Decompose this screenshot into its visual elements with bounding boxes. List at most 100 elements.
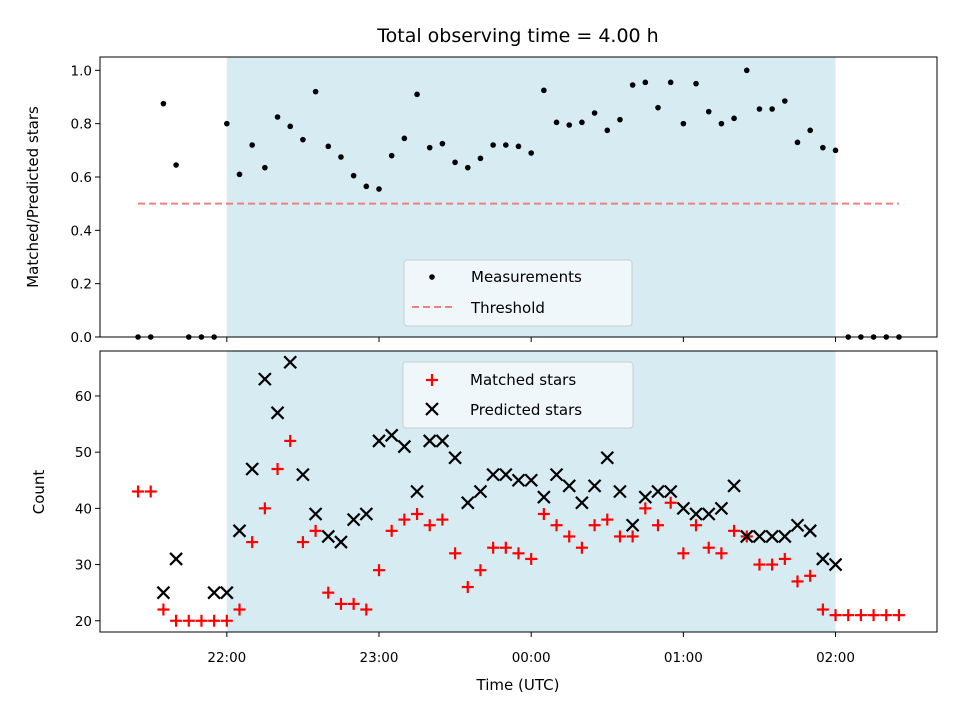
matched-star-point <box>854 609 867 622</box>
measurement-point <box>667 79 674 86</box>
matched-star-point <box>550 519 563 532</box>
predicted-star-point <box>752 529 767 544</box>
measurement-points-layer <box>135 67 902 340</box>
predicted-star-point <box>511 473 526 488</box>
legend-matched-marker <box>426 374 438 386</box>
legend-matched-label: Matched stars <box>470 371 576 389</box>
measurement-point <box>642 79 649 86</box>
measurement-point <box>325 143 332 150</box>
predicted-star-point <box>359 507 374 521</box>
matched-star-point <box>474 564 487 577</box>
matched-star-point <box>411 507 424 520</box>
measurement-point <box>782 98 788 104</box>
bottom-y-tick-label: 20 <box>75 614 92 630</box>
matched-star-point <box>233 603 246 616</box>
top-y-tick-label: 0.6 <box>71 170 92 186</box>
measurement-point <box>376 186 382 192</box>
bottom-legend-box <box>402 361 634 429</box>
measurement-point <box>274 114 281 120</box>
predicted-star-point <box>676 501 691 516</box>
measurement-point <box>401 135 408 142</box>
matched-star-point <box>423 519 436 532</box>
bottom-y-tick-label: 60 <box>75 389 92 405</box>
matched-star-point <box>385 524 398 537</box>
measurement-point <box>300 136 306 143</box>
predicted-star-point <box>334 535 348 549</box>
matched-star-point <box>778 552 791 565</box>
predicted-star-point <box>384 428 399 443</box>
measurement-point <box>490 142 496 148</box>
top-ticks-layer: 0.0 0.2 0.4 0.6 0.8 1.0 <box>71 63 837 346</box>
predicted-star-point <box>701 507 716 521</box>
matched-star-point <box>220 614 233 627</box>
bottom-ticks-layer: 20 30 40 50 60 22:00 23:00 00:00 01:00 02:00 <box>75 389 855 666</box>
matched-star-point <box>132 485 145 498</box>
measurement-point <box>249 142 255 148</box>
legend-predicted-marker <box>425 402 439 416</box>
measurement-point <box>731 115 737 122</box>
top-legend: Measurements Threshold <box>403 259 633 327</box>
matched-star-point <box>664 496 677 509</box>
matched-star-point <box>563 530 576 543</box>
legend-threshold-label: Threshold <box>470 299 545 317</box>
measurement-point <box>566 122 573 128</box>
predicted-star-point <box>816 552 830 566</box>
matched-star-point <box>690 519 703 532</box>
x-tick-label: 00:00 <box>512 650 551 666</box>
measurement-point <box>794 139 801 146</box>
predicted-star-point <box>651 484 665 499</box>
predicted-star-point <box>245 462 259 476</box>
measurement-point <box>655 104 661 111</box>
matched-star-point <box>170 614 183 627</box>
measurement-point <box>224 120 230 127</box>
predicted-star-point <box>689 507 703 521</box>
matched-star-point <box>728 524 741 537</box>
measurement-point <box>426 144 433 151</box>
measurement-point <box>541 87 547 94</box>
predicted-star-point <box>562 479 577 493</box>
matched-star-point <box>309 524 322 537</box>
x-tick-label: 02:00 <box>816 650 855 666</box>
measurement-point <box>820 144 826 151</box>
matched-star-point <box>157 603 170 616</box>
measurement-point <box>680 120 687 127</box>
measurement-point <box>262 164 268 171</box>
matched-star-point <box>626 530 639 543</box>
bottom-y-tick-label: 40 <box>75 501 92 517</box>
matched-star-point <box>677 547 690 560</box>
matched-star-point <box>182 614 195 627</box>
measurement-point <box>477 155 484 162</box>
measurement-point <box>528 150 534 156</box>
top-y-tick-label: 0.8 <box>71 117 92 133</box>
measurement-point <box>464 164 471 171</box>
predicted-star-point <box>156 585 171 600</box>
measurement-point <box>515 143 522 150</box>
matched-star-point <box>702 541 715 554</box>
predicted-star-point <box>524 473 538 488</box>
matched-star-point <box>842 609 855 622</box>
matched-star-point <box>487 541 500 554</box>
matched-star-point <box>537 507 550 520</box>
predicted-star-point <box>575 495 589 510</box>
predicted-star-point <box>321 529 336 544</box>
predicted-star-point <box>486 467 500 482</box>
matched-star-point <box>880 609 893 622</box>
matched-star-point <box>791 575 804 588</box>
predicted-star-point <box>346 512 361 527</box>
matched-star-point <box>512 547 525 560</box>
matched-star-point <box>829 609 842 622</box>
measurement-point <box>338 154 344 160</box>
predicted-star-point <box>372 434 386 448</box>
predicted-star-point <box>308 507 323 521</box>
top-y-tick-label: 1.0 <box>71 63 92 79</box>
matched-star-point <box>144 485 157 498</box>
measurement-point <box>236 171 243 178</box>
measurement-point <box>769 106 775 112</box>
predicted-star-point <box>473 484 488 499</box>
matched-star-point <box>347 597 360 610</box>
predicted-star-point <box>727 479 741 493</box>
measurement-point <box>629 82 636 88</box>
chart-title: Total observing time = 4.00 h <box>376 25 658 47</box>
matched-star-point <box>766 558 779 571</box>
predicted-star-point <box>499 467 513 482</box>
